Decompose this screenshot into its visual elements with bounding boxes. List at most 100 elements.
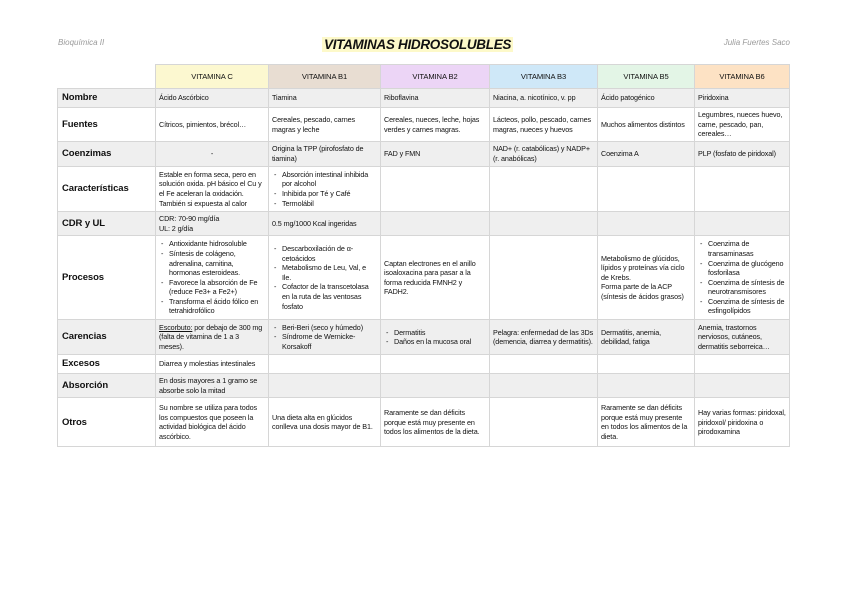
table-cell: [597, 166, 695, 212]
cell-text: Estable en forma seca, pero en solución …: [159, 169, 262, 208]
cell-text: Pelagra: enfermedad de las 3Ds (demencia…: [493, 327, 594, 347]
table-cell: En dosis mayores a 1 gramo se absorbe so…: [155, 373, 269, 399]
table-row: CDR y UL CDR: 70-90 mg/día UL: 2 g/día 0.5 …: [57, 210, 790, 237]
vitamins-table: VITAMINA C VITAMINA B1 VITAMINA B2 VITAMINA…: [57, 64, 790, 448]
table-cell: [597, 354, 695, 375]
row-header: Coenzimas: [57, 141, 156, 167]
table-cell: Coenzima de transaminasasCoenzima de glu…: [694, 235, 790, 321]
column-header-vitamin-b3: VITAMINA B3: [489, 64, 598, 89]
list-item: Coenzima de glucógeno fosforilasa: [700, 259, 786, 278]
table-cell: Una dieta alta en glúcidos conlleva una …: [268, 397, 381, 448]
list-item: Inhibida por Té y Café: [274, 189, 377, 199]
bullet-list: Descarboxilación de α-cetoácidosMetaboli…: [272, 244, 377, 311]
table-cell: [489, 373, 598, 399]
column-header-vitamin-b5: VITAMINA B5: [597, 64, 695, 89]
row-header: Características: [57, 166, 156, 212]
table-cell: [489, 397, 598, 448]
table-cell: [597, 373, 695, 399]
table-cell: Beri-Beri (seco y húmedo)Síndrome de Wer…: [268, 319, 381, 356]
table-cell: [489, 210, 598, 237]
table-cell: Ácido Ascórbico: [155, 88, 269, 108]
table-cell: Cereales, pescado, carnes magras y leche: [268, 107, 381, 142]
column-header-vitamin-b6: VITAMINA B6: [694, 64, 790, 89]
cell-text: Dermatitis, anemia, debilidad, fatiga: [601, 327, 662, 347]
author-name: Julia Fuertes Saco: [723, 38, 790, 47]
table-cell: Legumbres, nueces huevo, carne, pescado,…: [694, 107, 790, 142]
cell-text: PLP (fosfato de piridoxal): [698, 149, 776, 159]
table-cell: Estable en forma seca, pero en solución …: [155, 166, 269, 212]
table-cell: -: [155, 141, 269, 167]
table-row: Excesos Diarrea y molestias intestinales: [57, 354, 790, 375]
cell-text: Tiamina: [272, 93, 297, 103]
list-item: Beri-Beri (seco y húmedo): [274, 323, 377, 333]
table-cell: 0.5 mg/1000 Kcal ingeridas: [268, 210, 381, 237]
table-row: Absorción En dosis mayores a 1 gramo se a…: [57, 373, 790, 399]
table-cell: Dermatitis, anemia, debilidad, fatiga: [597, 319, 695, 356]
table-cell: Coenzima A: [597, 141, 695, 167]
table-cell: [694, 354, 790, 375]
table-row: Coenzimas - Origina la TPP (pirofosfato de…: [57, 141, 790, 167]
table-cell: NAD+ (r. catabólicas) y NADP+ (r. anaból…: [489, 141, 598, 167]
column-header-vitamin-b1: VITAMINA B1: [268, 64, 381, 89]
cell-text: FAD y FMN: [384, 149, 421, 159]
table-cell: Muchos alimentos distintos: [597, 107, 695, 142]
row-header: CDR y UL: [57, 210, 156, 237]
table-cell: FAD y FMN: [380, 141, 490, 167]
bullet-list: Beri-Beri (seco y húmedo)Síndrome de Wer…: [272, 323, 377, 352]
table-cell: Pelagra: enfermedad de las 3Ds (demencia…: [489, 319, 598, 356]
table-row: Fuentes Cítricos, pimientos, brécol… Cerea…: [57, 107, 790, 142]
cell-term: Escorbuto:: [159, 322, 193, 332]
cell-text: Muchos alimentos distintos: [601, 119, 685, 129]
cell-text: Legumbres, nueces huevo, carne, pescado,…: [698, 110, 783, 139]
table-cell: Ácido patogénico: [597, 88, 695, 108]
bullet-list: Antioxidante hidrosolubleSíntesis de col…: [159, 239, 265, 316]
table-cell: CDR: 70-90 mg/día UL: 2 g/día: [155, 210, 269, 237]
list-item: Dermatitis: [386, 328, 486, 338]
list-item: Transforma el ácido fólico en tetrahidro…: [161, 297, 265, 316]
table-cell: [694, 166, 790, 212]
table-cell: Absorción intestinal inhibida por alcoho…: [268, 166, 381, 212]
cell-line: Metabolismo de glúcidos, lípidos y prote…: [601, 253, 685, 282]
list-item: Coenzima de síntesis de neurotransmisore…: [700, 278, 786, 297]
cell-text: Riboflavina: [384, 93, 419, 103]
table-row: ProcesosAntioxidante hidrosolubleSíntesi…: [57, 235, 790, 321]
page-title: VITAMINAS HIDROSOLUBLES: [322, 37, 514, 52]
cell-text: Raramente se dan déficits porque está mu…: [601, 403, 688, 441]
table-cell: Origina la TPP (pirofosfato de tiamina): [268, 141, 381, 167]
cell-text: Piridoxina: [698, 93, 729, 103]
table-cell: DermatitisDaños en la mucosa oral: [380, 319, 490, 356]
table-cell: [380, 354, 490, 375]
cell-text: Coenzima A: [601, 149, 639, 159]
cell-text: Cítricos, pimientos, brécol…: [159, 119, 247, 129]
row-header: Otros: [57, 397, 156, 448]
cell-text: Captan electrones en el anillo isoaloxac…: [384, 258, 476, 297]
cell-text: Cereales, nueces, leche, hojas verdes y …: [384, 114, 480, 134]
cell-text: Origina la TPP (pirofosfato de tiamina): [272, 144, 364, 163]
bullet-list: Absorción intestinal inhibida por alcoho…: [272, 170, 377, 208]
table-cell: Captan electrones en el anillo isoaloxac…: [380, 235, 490, 321]
table-cell: Su nombre se utiliza para todos los comp…: [155, 397, 269, 448]
table-cell: PLP (fosfato de piridoxal): [694, 141, 790, 167]
table-cell: Raramente se dan déficits porque está mu…: [597, 397, 695, 448]
table-cell: Cereales, nueces, leche, hojas verdes y …: [380, 107, 490, 142]
table-header-row: VITAMINA C VITAMINA B1 VITAMINA B2 VITAMINA…: [57, 64, 790, 89]
table-cell: Hay varias formas: piridoxal, piridoxol/…: [694, 397, 790, 448]
row-header: Procesos: [57, 235, 156, 321]
table-cell: [268, 373, 381, 399]
cell-text: Cereales, pescado, carnes magras y leche: [272, 114, 355, 134]
row-header: Excesos: [57, 354, 156, 375]
row-header: Fuentes: [57, 107, 156, 142]
cell-text: 0.5 mg/1000 Kcal ingeridas: [272, 218, 357, 228]
cell-line: UL: 2 g/día: [159, 223, 194, 233]
bullet-list: Coenzima de transaminasasCoenzima de glu…: [698, 239, 786, 316]
list-item: Síndrome de Wernicke-Korsakoff: [274, 332, 377, 351]
list-item: Síntesis de colágeno, adrenalina, carnit…: [161, 249, 265, 278]
column-header-vitamin-c: VITAMINA C: [155, 64, 269, 89]
table-cell: Escorbuto: por debajo de 300 mg (falta d…: [155, 319, 269, 356]
list-item: Termolábil: [274, 199, 377, 209]
table-cell: Tiamina: [268, 88, 381, 108]
cell-text: Ácido Ascórbico: [159, 93, 209, 103]
table-cell: Anemia, trastornos nerviosos, cutáneos, …: [694, 319, 790, 356]
row-header: Nombre: [57, 88, 156, 108]
cell-text: Anemia, trastornos nerviosos, cutáneos, …: [698, 322, 770, 351]
